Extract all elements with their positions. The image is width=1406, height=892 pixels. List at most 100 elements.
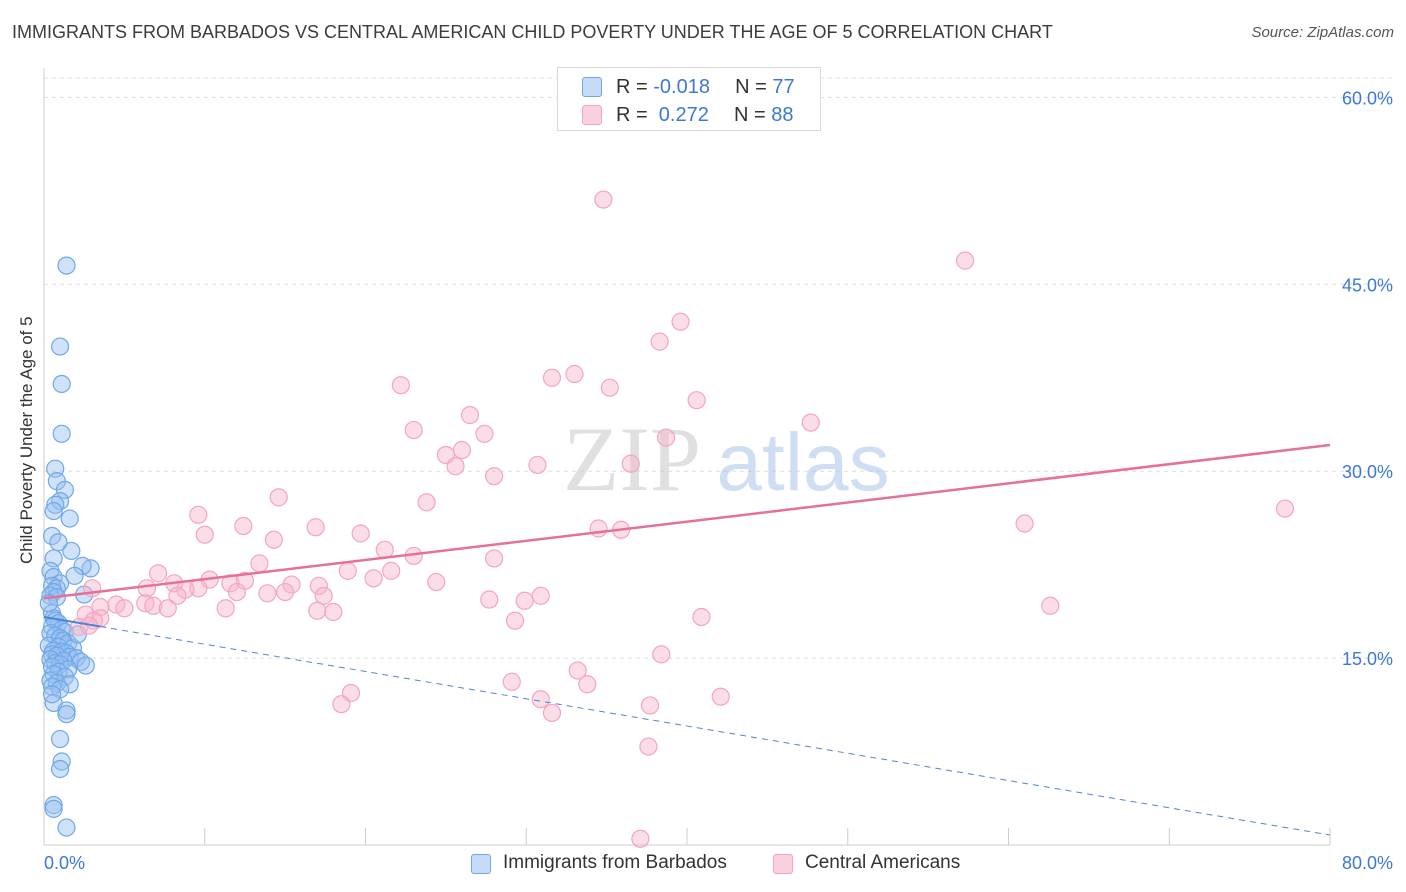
r-label: R = — [616, 76, 654, 98]
n-label: N = — [735, 76, 773, 98]
central-americans-point — [314, 586, 333, 605]
central-americans-point — [137, 579, 156, 598]
tick-labels: 15.0% 30.0% 45.0% 60.0% 0.0% 80.0% — [44, 88, 1393, 873]
central-americans-point — [276, 582, 295, 602]
barbados-point — [50, 337, 70, 356]
x-tick-label: 80.0% — [1342, 853, 1393, 873]
central-americans-point — [282, 575, 301, 594]
central-americans-point — [600, 378, 619, 397]
central-americans-point — [1275, 499, 1295, 518]
barbados-point — [57, 705, 76, 724]
central-americans-swatch — [582, 105, 602, 125]
central-americans-point — [650, 332, 669, 351]
central-americans-point — [338, 561, 357, 580]
central-americans-point — [578, 675, 597, 694]
central-americans-point — [460, 406, 480, 425]
central-americans-point — [528, 455, 547, 475]
central-americans-point — [711, 687, 730, 706]
barbados-point — [50, 759, 70, 779]
barbados-point — [62, 541, 81, 561]
central-americans-point — [417, 493, 436, 512]
central-americans-point — [640, 696, 660, 715]
barbados-point — [57, 818, 76, 837]
r-value: 0.272 — [653, 104, 709, 126]
central-americans-point — [475, 424, 494, 443]
central-americans-point — [542, 368, 562, 387]
axes — [43, 68, 1331, 846]
barbados-point — [57, 256, 76, 275]
central-americans-point — [485, 549, 504, 568]
central-americans-point — [269, 488, 288, 507]
central-americans-point — [427, 572, 446, 592]
y-tick-label: 60.0% — [1342, 88, 1393, 108]
stats-legend: R = -0.018 N = 77 R = 0.272 N = 88 — [557, 67, 821, 131]
central-americans-point — [158, 599, 177, 618]
barbados-point — [65, 566, 84, 585]
central-americans-point — [565, 364, 584, 384]
central-americans-point — [652, 645, 671, 664]
central-americans-point — [594, 190, 613, 209]
barbados-point — [60, 675, 79, 694]
central-americans-point — [264, 530, 283, 549]
central-americans-point — [687, 391, 706, 410]
central-americans-point — [589, 519, 608, 538]
central-americans-point — [332, 695, 351, 714]
central-americans-point — [531, 586, 550, 605]
barbados-point — [60, 509, 79, 528]
central-americans-point — [391, 376, 410, 395]
central-americans-point — [568, 661, 587, 680]
watermark-atlas: atlas — [716, 417, 889, 508]
central-americans-point — [364, 569, 383, 588]
barbados-point — [44, 799, 63, 818]
central-americans-point — [227, 582, 246, 602]
y-tick-label: 45.0% — [1342, 275, 1393, 295]
grid-lines — [44, 77, 1392, 659]
central-americans-point — [258, 584, 277, 603]
barbados-point — [55, 480, 74, 499]
central-americans-point — [115, 599, 134, 618]
barbados-legend-swatch — [471, 854, 491, 874]
central-americans-point — [639, 737, 658, 756]
central-americans-point — [692, 607, 711, 627]
r-label: R = — [616, 104, 654, 126]
y-axis-label: Child Poverty Under the Age of 5 — [17, 316, 36, 564]
barbados-point — [50, 729, 70, 749]
central-americans-point — [149, 564, 168, 583]
barbados-swatch — [582, 77, 602, 97]
central-americans-point — [631, 829, 650, 848]
central-americans-point — [308, 601, 327, 620]
central-americans-point — [485, 467, 504, 486]
barbados-point — [44, 501, 63, 521]
central-americans-point — [657, 428, 676, 447]
source-label: Source: ZipAtlas.com — [1251, 24, 1394, 41]
central-americans-point — [375, 540, 394, 559]
central-americans-point — [505, 611, 525, 630]
central-americans-point — [515, 591, 534, 610]
watermark: ZIP atlas — [563, 408, 890, 510]
r-value: -0.018 — [653, 76, 710, 98]
trend-lines — [43, 443, 1331, 836]
central-americans-point — [168, 586, 187, 605]
data-points — [39, 190, 1295, 848]
barbados-point — [52, 374, 71, 394]
central-americans-point — [324, 602, 343, 622]
n-label: N = — [733, 104, 772, 126]
central-americans-point — [306, 518, 325, 537]
central-americans-legend-swatch — [773, 854, 793, 874]
barbados-point — [46, 495, 65, 514]
n-value: 77 — [772, 76, 795, 98]
central-americans-point — [801, 413, 820, 432]
central-americans-legend-label: Central Americans — [805, 852, 961, 873]
central-americans-point — [404, 420, 423, 440]
central-americans-point — [446, 457, 465, 476]
central-americans-point — [480, 590, 499, 609]
central-americans-trend — [43, 443, 1331, 600]
y-tick-label: 15.0% — [1342, 649, 1393, 669]
barbados-point — [49, 533, 68, 552]
barbados-trend-solid — [43, 615, 101, 628]
central-americans-point — [144, 596, 163, 615]
barbados-point — [52, 752, 71, 771]
watermark-zip: ZIP — [563, 408, 701, 510]
central-americans-point — [1015, 514, 1034, 533]
